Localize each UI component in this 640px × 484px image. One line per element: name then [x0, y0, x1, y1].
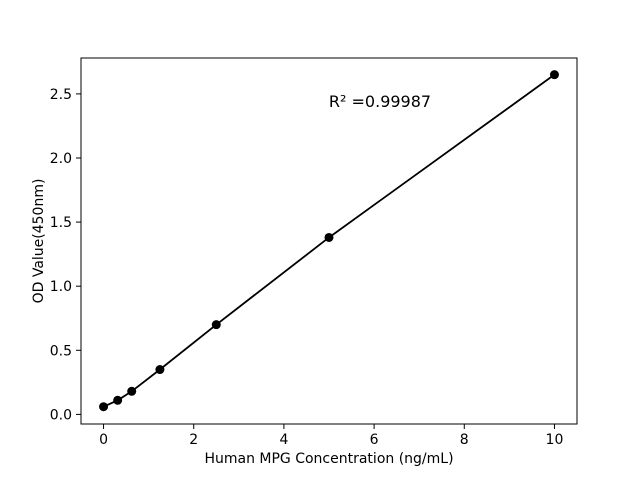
x-tick-label: 2 [189, 432, 198, 448]
data-point [99, 402, 109, 412]
data-point [549, 70, 559, 80]
data-point [155, 365, 165, 375]
data-point [324, 232, 334, 242]
y-tick-label: 1.5 [50, 215, 72, 231]
y-tick-label: 0.0 [50, 407, 72, 423]
x-tick-label: 4 [279, 432, 288, 448]
r-squared-annotation: R² =0.99987 [329, 92, 431, 111]
data-point [211, 320, 221, 330]
x-tick-label: 10 [546, 432, 564, 448]
y-tick-label: 1.0 [50, 279, 72, 295]
x-tick-label: 8 [460, 432, 469, 448]
x-tick-label: 6 [370, 432, 379, 448]
y-axis-label: OD Value(450nm) [31, 179, 47, 304]
data-series [99, 70, 559, 412]
axis-ticks: 0 2 4 6 8 10 0.0 0.5 1.0 1.5 2.0 2.5 [50, 87, 564, 448]
data-point [113, 395, 123, 405]
y-tick-label: 0.5 [50, 343, 72, 359]
x-axis-label: Human MPG Concentration (ng/mL) [204, 451, 453, 467]
y-tick-label: 2.5 [50, 87, 72, 103]
x-tick-label: 0 [99, 432, 108, 448]
data-point [127, 386, 137, 396]
y-tick-label: 2.0 [50, 151, 72, 167]
plot-area [80, 57, 578, 425]
